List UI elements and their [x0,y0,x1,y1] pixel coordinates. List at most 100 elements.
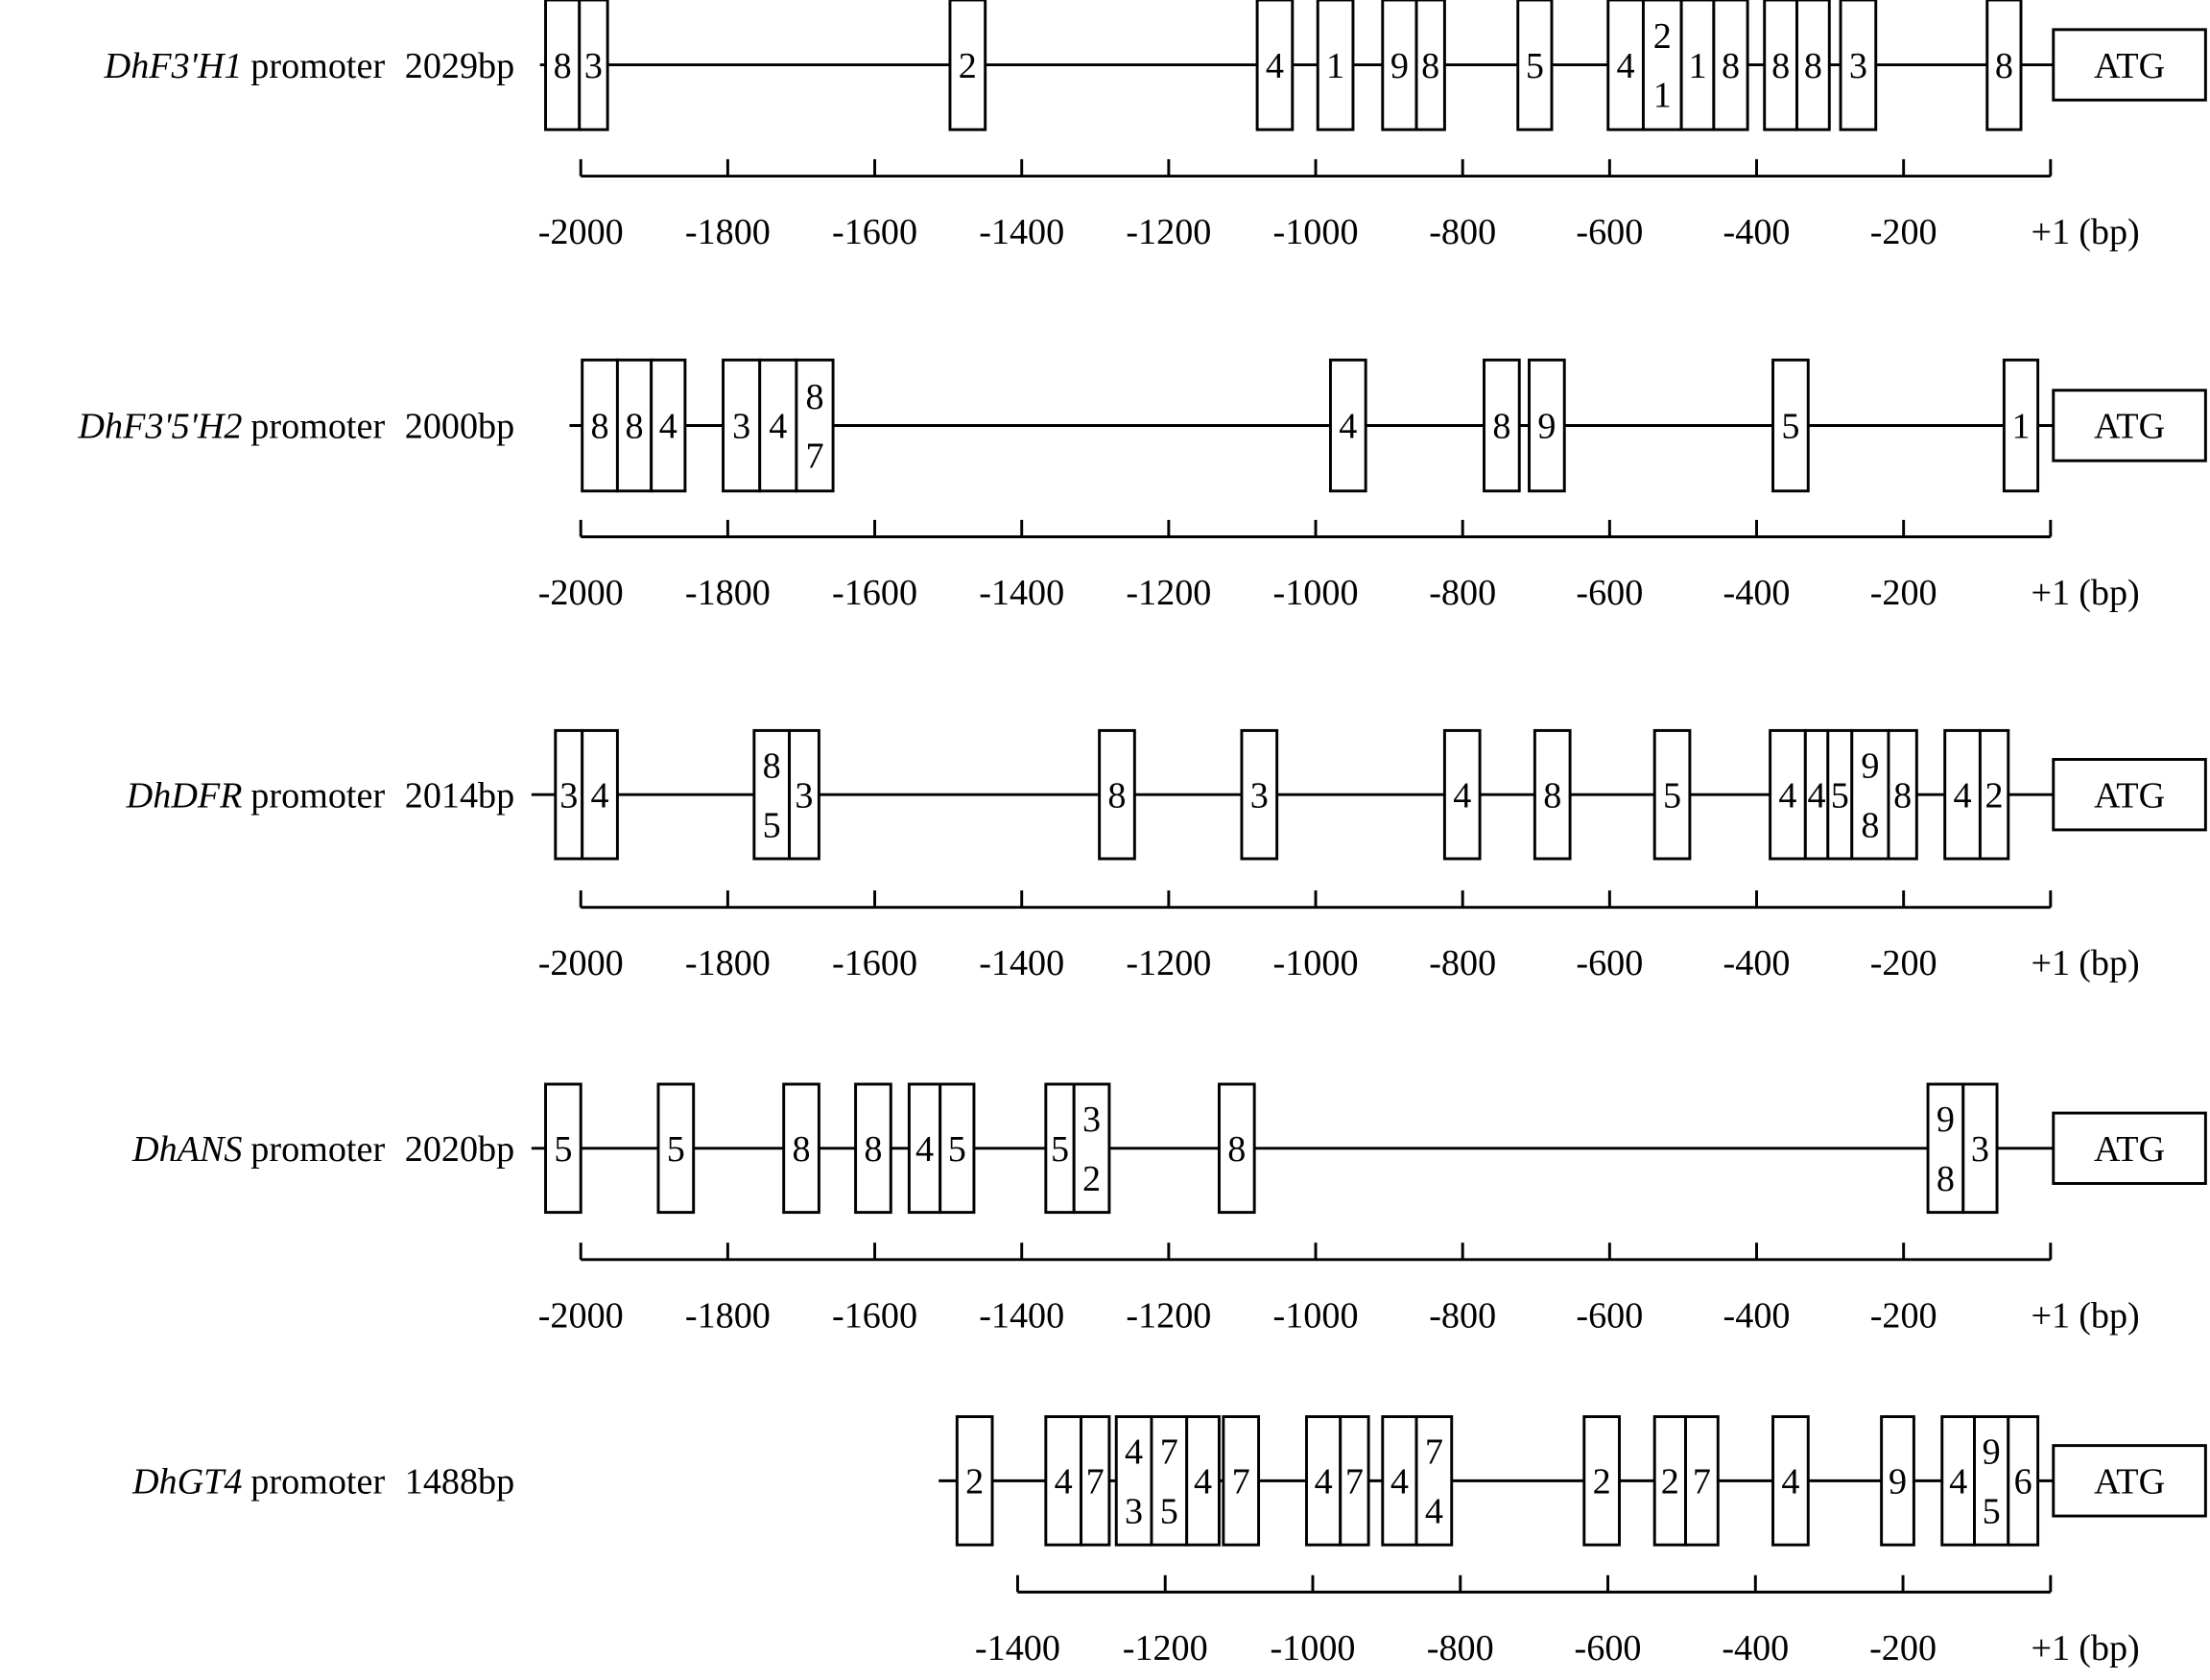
element-box [1795,0,1831,131]
atg-box [2052,28,2207,102]
tick-label: -1400 [979,943,1064,983]
axis-unit: (bp) [2079,212,2140,252]
element-number: 4 [1125,1432,1143,1473]
element-number: 4 [1781,1462,1799,1503]
element-box [955,1415,994,1547]
tick-label: -800 [1429,943,1496,983]
element-number: 3 [1082,1100,1101,1140]
tick-label: +1 [2032,1295,2071,1336]
tick-label: -1600 [832,1295,917,1336]
tick-label: -1400 [975,1628,1060,1668]
element-box [1328,358,1367,493]
element-number: 9 [1983,1432,2001,1473]
element-number: 2 [965,1462,984,1503]
element-box [1044,1415,1083,1547]
element-box [1926,1082,1965,1215]
element-box [1185,1415,1221,1547]
element-box [1582,1415,1621,1547]
element-box [1679,0,1716,131]
element-number: 4 [915,1129,934,1170]
element-number: 7 [1345,1462,1364,1503]
element-number: 8 [793,1129,811,1170]
element-box [1442,728,1482,861]
tick-label: +1 [2032,943,2071,983]
tick-label: -1200 [1123,1628,1208,1668]
promoter-label: DhGT4 promoter 1488bp [131,1462,514,1503]
gene-name: DhGT4 [131,1462,242,1503]
tick-label: -2000 [538,1295,624,1336]
atg-label: ATG [2094,1462,2165,1503]
element-number: 8 [625,407,643,447]
element-box [1255,0,1295,131]
element-number: 8 [554,46,572,86]
atg-box [2052,1111,2207,1185]
element-number: 8 [591,407,609,447]
element-number: 1 [1653,76,1672,116]
tick-label: -1000 [1273,212,1359,252]
element-number: 8 [805,377,823,417]
element-box [1978,728,2010,861]
axis-unit: (bp) [2079,1295,2140,1336]
promoter-length: 1488bp [405,1462,514,1503]
promoter-word: promoter [250,407,385,447]
element-number: 9 [1937,1100,1955,1140]
promoter-word: promoter [250,775,385,816]
element-box [1961,1082,1999,1215]
element-box [1483,358,1521,493]
element-box [1080,1415,1111,1547]
tick-label: -1600 [832,212,917,252]
tick-label: -200 [1870,1295,1937,1336]
tick-label: -1800 [685,943,771,983]
element-number: 4 [1778,775,1796,816]
atg-label: ATG [2094,407,2165,447]
element-box [1339,1415,1370,1547]
element-number: 7 [1693,1462,1711,1503]
tick-label: -200 [1869,1628,1937,1668]
element-box [578,0,609,131]
element-box [1516,0,1554,131]
gene-name: DhF3'5'H2 [77,407,242,447]
element-number: 1 [1688,46,1706,86]
element-number: 4 [1808,775,1826,816]
element-number: 1 [1326,46,1344,86]
tick-label: -2000 [538,212,624,252]
tick-label: -1400 [979,573,1064,613]
tick-label: -1400 [979,1295,1064,1336]
element-box [1769,728,1807,861]
element-number: 9 [1390,46,1409,86]
element-number: 8 [1995,46,2013,86]
element-box [854,1082,892,1215]
gene-name: DhDFR [126,775,243,816]
element-box [1880,1415,1915,1547]
element-box [1771,1415,1810,1547]
tick-label: -400 [1723,212,1791,252]
element-number: 9 [1889,1462,1907,1503]
element-number: 8 [864,1129,882,1170]
tick-label: -800 [1429,1295,1496,1336]
element-number: 2 [959,46,977,86]
element-number: 3 [584,46,603,86]
tick-label: +1 [2032,212,2071,252]
element-box [2002,358,2040,493]
element-box [1533,728,1572,861]
element-box [1316,0,1355,131]
tick-label: -200 [1870,573,1937,613]
element-box [1528,358,1566,493]
element-number: 4 [659,407,677,447]
element-number: 8 [1722,46,1740,86]
element-number: 9 [1537,407,1556,447]
tick-label: -1800 [685,1295,771,1336]
element-number: 2 [1593,1462,1611,1503]
element-box [795,358,835,493]
element-number: 8 [1421,46,1439,86]
tick-label: -400 [1723,943,1791,983]
element-box [1240,728,1279,861]
element-box [1098,728,1136,861]
element-number: 8 [1937,1159,1955,1199]
